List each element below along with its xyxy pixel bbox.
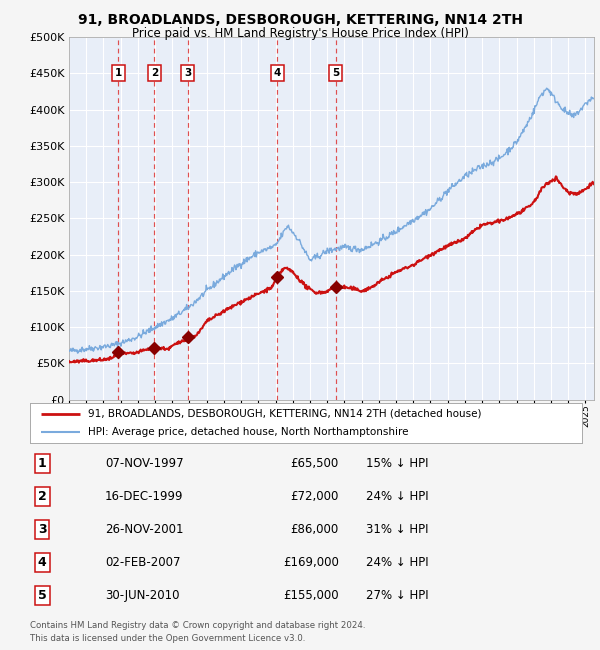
- Text: 27% ↓ HPI: 27% ↓ HPI: [366, 589, 428, 602]
- Text: 24% ↓ HPI: 24% ↓ HPI: [366, 556, 428, 569]
- Text: 16-DEC-1999: 16-DEC-1999: [105, 490, 184, 503]
- Text: HPI: Average price, detached house, North Northamptonshire: HPI: Average price, detached house, Nort…: [88, 428, 409, 437]
- Text: 26-NOV-2001: 26-NOV-2001: [105, 523, 184, 536]
- Text: This data is licensed under the Open Government Licence v3.0.: This data is licensed under the Open Gov…: [30, 634, 305, 643]
- Text: 30-JUN-2010: 30-JUN-2010: [105, 589, 179, 602]
- Text: 02-FEB-2007: 02-FEB-2007: [105, 556, 181, 569]
- Text: 5: 5: [38, 589, 46, 602]
- Text: 3: 3: [38, 523, 46, 536]
- Text: £72,000: £72,000: [290, 490, 339, 503]
- Text: 5: 5: [332, 68, 339, 78]
- Text: 4: 4: [38, 556, 46, 569]
- Text: 4: 4: [274, 68, 281, 78]
- Text: 07-NOV-1997: 07-NOV-1997: [105, 457, 184, 469]
- Text: 91, BROADLANDS, DESBOROUGH, KETTERING, NN14 2TH (detached house): 91, BROADLANDS, DESBOROUGH, KETTERING, N…: [88, 409, 481, 419]
- Text: £169,000: £169,000: [283, 556, 339, 569]
- Text: £155,000: £155,000: [283, 589, 339, 602]
- Text: Contains HM Land Registry data © Crown copyright and database right 2024.: Contains HM Land Registry data © Crown c…: [30, 621, 365, 630]
- Text: 31% ↓ HPI: 31% ↓ HPI: [366, 523, 428, 536]
- Text: 91, BROADLANDS, DESBOROUGH, KETTERING, NN14 2TH: 91, BROADLANDS, DESBOROUGH, KETTERING, N…: [77, 13, 523, 27]
- Text: £65,500: £65,500: [291, 457, 339, 469]
- Text: 2: 2: [151, 68, 158, 78]
- Text: 2: 2: [38, 490, 46, 503]
- Text: 24% ↓ HPI: 24% ↓ HPI: [366, 490, 428, 503]
- Text: Price paid vs. HM Land Registry's House Price Index (HPI): Price paid vs. HM Land Registry's House …: [131, 27, 469, 40]
- Text: 15% ↓ HPI: 15% ↓ HPI: [366, 457, 428, 469]
- Text: £86,000: £86,000: [291, 523, 339, 536]
- Text: 1: 1: [115, 68, 122, 78]
- Text: 3: 3: [184, 68, 191, 78]
- Text: 1: 1: [38, 457, 46, 469]
